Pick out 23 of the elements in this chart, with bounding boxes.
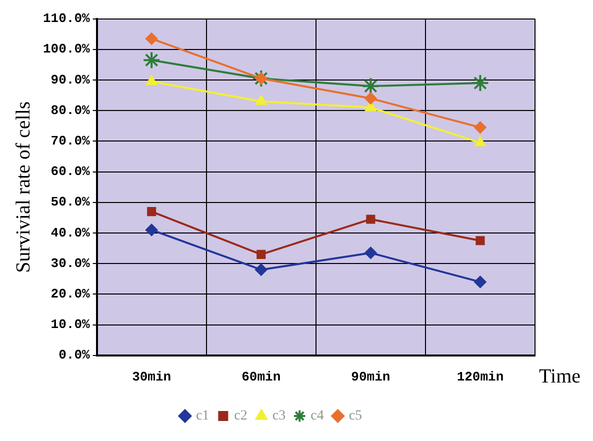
legend-label: c5 xyxy=(348,408,362,424)
legend-label: c2 xyxy=(234,408,248,424)
y-axis-title: Survivial rate of cells xyxy=(12,101,34,273)
y-tick-label: 40.0% xyxy=(50,225,90,240)
x-tick-label: 120min xyxy=(456,369,504,384)
y-tick-label: 90.0% xyxy=(50,72,90,88)
y-tick-label: 60.0% xyxy=(50,164,90,180)
x-tick-label: 60min xyxy=(242,369,281,384)
legend-label: c4 xyxy=(310,408,324,424)
y-tick-label: 20.0% xyxy=(50,286,90,302)
y-tick-label: 110.0% xyxy=(42,11,90,26)
y-tick-label: 10.0% xyxy=(50,317,90,332)
x-tick-label: 30min xyxy=(132,369,172,384)
y-tick-label: 50.0% xyxy=(50,194,90,210)
x-tick-label: 90min xyxy=(351,369,390,384)
legend-label: c3 xyxy=(272,408,286,424)
y-tick-label: 70.0% xyxy=(50,133,90,148)
y-tick-label: 0.0% xyxy=(58,348,90,363)
legend-label: c1 xyxy=(196,408,210,424)
y-tick-label: 100.0% xyxy=(42,42,90,57)
y-tick-label: 30.0% xyxy=(50,256,90,271)
y-tick-label: 80.0% xyxy=(50,102,90,118)
x-axis-title: Time xyxy=(539,366,581,388)
